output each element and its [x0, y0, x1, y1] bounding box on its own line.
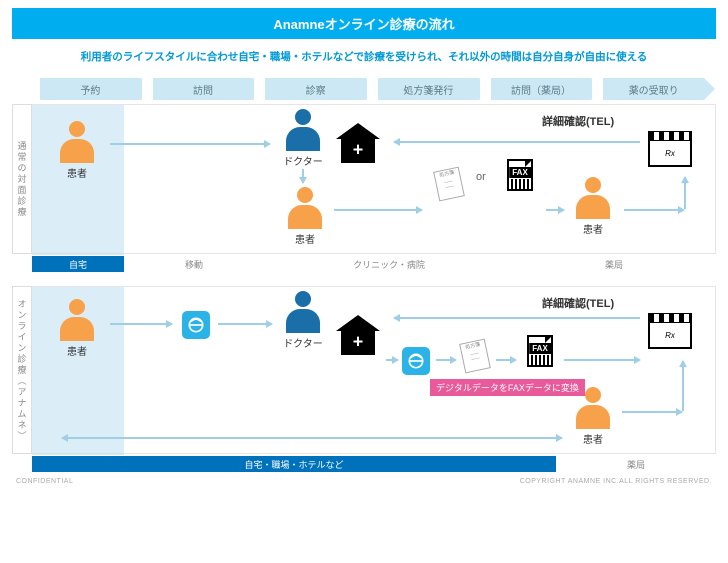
or-text: or [476, 171, 486, 183]
arrow [496, 359, 516, 361]
location-bar: 自宅・職場・ホテルなど 薬局 [32, 456, 716, 472]
step: 処方箋発行 [378, 78, 479, 100]
step-chevrons: 予約 訪問 診察 処方箋発行 訪問（薬局） 薬の受取り [40, 78, 716, 100]
arrow [622, 411, 682, 413]
paper-icon: 処方箋______ [462, 341, 488, 371]
section-label: 通常の対面診療 [12, 104, 32, 254]
footer-left: CONFIDENTIAL [16, 478, 73, 485]
patient-icon: 患者 [56, 121, 98, 180]
loc: 薬局 [514, 256, 714, 272]
arrow [394, 317, 640, 319]
doctor-icon: ドクター [282, 109, 324, 168]
store-icon: Rx [648, 313, 692, 351]
arrow [334, 209, 422, 211]
step: 訪問（薬局） [491, 78, 592, 100]
step: 診察 [265, 78, 366, 100]
location-bar: 自宅 移動 クリニック・病院 薬局 [32, 256, 716, 272]
doctor-icon: ドクター [282, 291, 324, 350]
tel-label: 詳細確認(TEL) [542, 113, 614, 129]
arrow [682, 361, 684, 411]
fax-icon: FAX [522, 335, 558, 375]
arrow [110, 143, 270, 145]
loc: 移動 [124, 256, 264, 272]
patient-icon: 患者 [284, 187, 326, 246]
subtitle: 利用者のライフスタイルに合わせ自宅・職場・ホテルなどで診療を受けられ、それ以外の… [12, 39, 716, 78]
step: 薬の受取り [603, 78, 704, 100]
patient-icon: 患者 [572, 177, 614, 236]
patient-icon: 患者 [56, 299, 98, 358]
hospital-icon: + [336, 315, 380, 355]
section-label: オンライン診療（アナムネ） [12, 286, 32, 454]
arrow [218, 323, 272, 325]
footer-right: COPYRIGHT ANAMNE INC.ALL RIGHTS RESERVED… [520, 478, 712, 485]
section-online: オンライン診療（アナムネ） 患者 ドクター + 処方箋______ [12, 286, 716, 454]
step: 訪問 [153, 78, 254, 100]
arrow [302, 169, 304, 183]
arrow [386, 359, 398, 361]
loc: 自宅・職場・ホテルなど [32, 456, 556, 472]
step: 予約 [40, 78, 141, 100]
arrow [110, 323, 172, 325]
arrow [436, 359, 456, 361]
arrow [564, 359, 640, 361]
arrow [394, 141, 640, 143]
store-icon: Rx [648, 131, 692, 169]
footer: CONFIDENTIAL COPYRIGHT ANAMNE INC.ALL RI… [12, 472, 716, 487]
ie-icon [402, 347, 430, 375]
pink-label: デジタルデータをFAXデータに変換 [430, 379, 585, 396]
loc: 自宅 [32, 256, 124, 272]
fax-icon: FAX [502, 159, 538, 199]
section-inperson: 通常の対面診療 患者 ドクター + 患者 処方箋______ or [12, 104, 716, 254]
hospital-icon: + [336, 123, 380, 163]
paper-icon: 処方箋______ [436, 169, 462, 199]
tel-label: 詳細確認(TEL) [542, 295, 614, 311]
arrow [684, 177, 686, 209]
arrow [62, 437, 562, 439]
loc: クリニック・病院 [264, 256, 514, 272]
arrow [546, 209, 564, 211]
loc: 薬局 [556, 456, 716, 472]
title-bar: Anamneオンライン診療の流れ [12, 8, 716, 39]
ie-icon [182, 311, 210, 339]
arrow [624, 209, 684, 211]
